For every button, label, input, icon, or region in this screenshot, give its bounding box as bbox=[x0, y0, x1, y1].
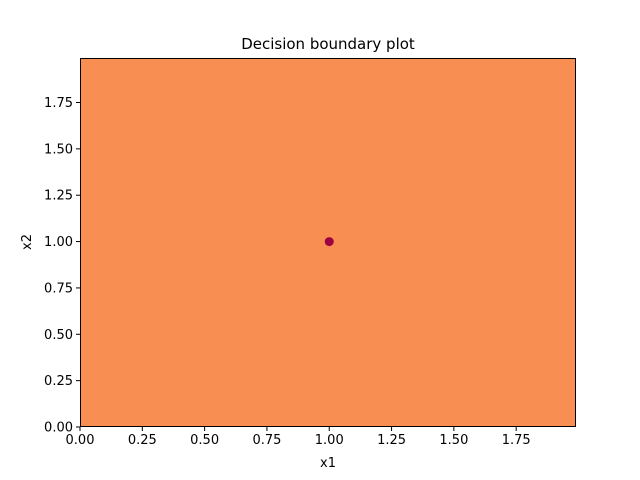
y-tick-label: 1.50 bbox=[44, 142, 73, 157]
y-tick-label: 0.00 bbox=[44, 421, 73, 436]
x-tick-label: 0.75 bbox=[252, 433, 281, 448]
x-tick-label: 0.25 bbox=[128, 433, 157, 448]
x-tick-label: 1.50 bbox=[439, 433, 468, 448]
y-tick-label: 0.25 bbox=[44, 374, 73, 389]
y-tick-label: 1.25 bbox=[44, 189, 73, 204]
x-axis-label: x1 bbox=[320, 456, 336, 471]
x-axis-ticks: 0.00 0.25 0.50 0.75 1.00 1.25 1.50 1.75 bbox=[66, 427, 531, 448]
chart-title: Decision boundary plot bbox=[241, 35, 415, 53]
x-tick-label: 1.00 bbox=[315, 433, 344, 448]
y-tick-label: 0.50 bbox=[44, 328, 73, 343]
x-tick-label: 1.25 bbox=[377, 433, 406, 448]
y-axis-label: x2 bbox=[20, 234, 35, 250]
scatter-point-0 bbox=[324, 237, 334, 247]
data-points bbox=[324, 237, 334, 247]
y-tick-label: 0.75 bbox=[44, 281, 73, 296]
x-tick-label: 1.75 bbox=[502, 433, 531, 448]
y-tick-label: 1.00 bbox=[44, 235, 73, 250]
x-tick-label: 0.50 bbox=[190, 433, 219, 448]
y-axis-ticks: 0.00 0.25 0.50 0.75 1.00 1.25 1.50 1.75 bbox=[44, 96, 80, 436]
y-tick-label: 1.75 bbox=[44, 96, 73, 111]
plot-frame bbox=[80, 58, 576, 427]
x-tick-label: 0.00 bbox=[66, 433, 95, 448]
